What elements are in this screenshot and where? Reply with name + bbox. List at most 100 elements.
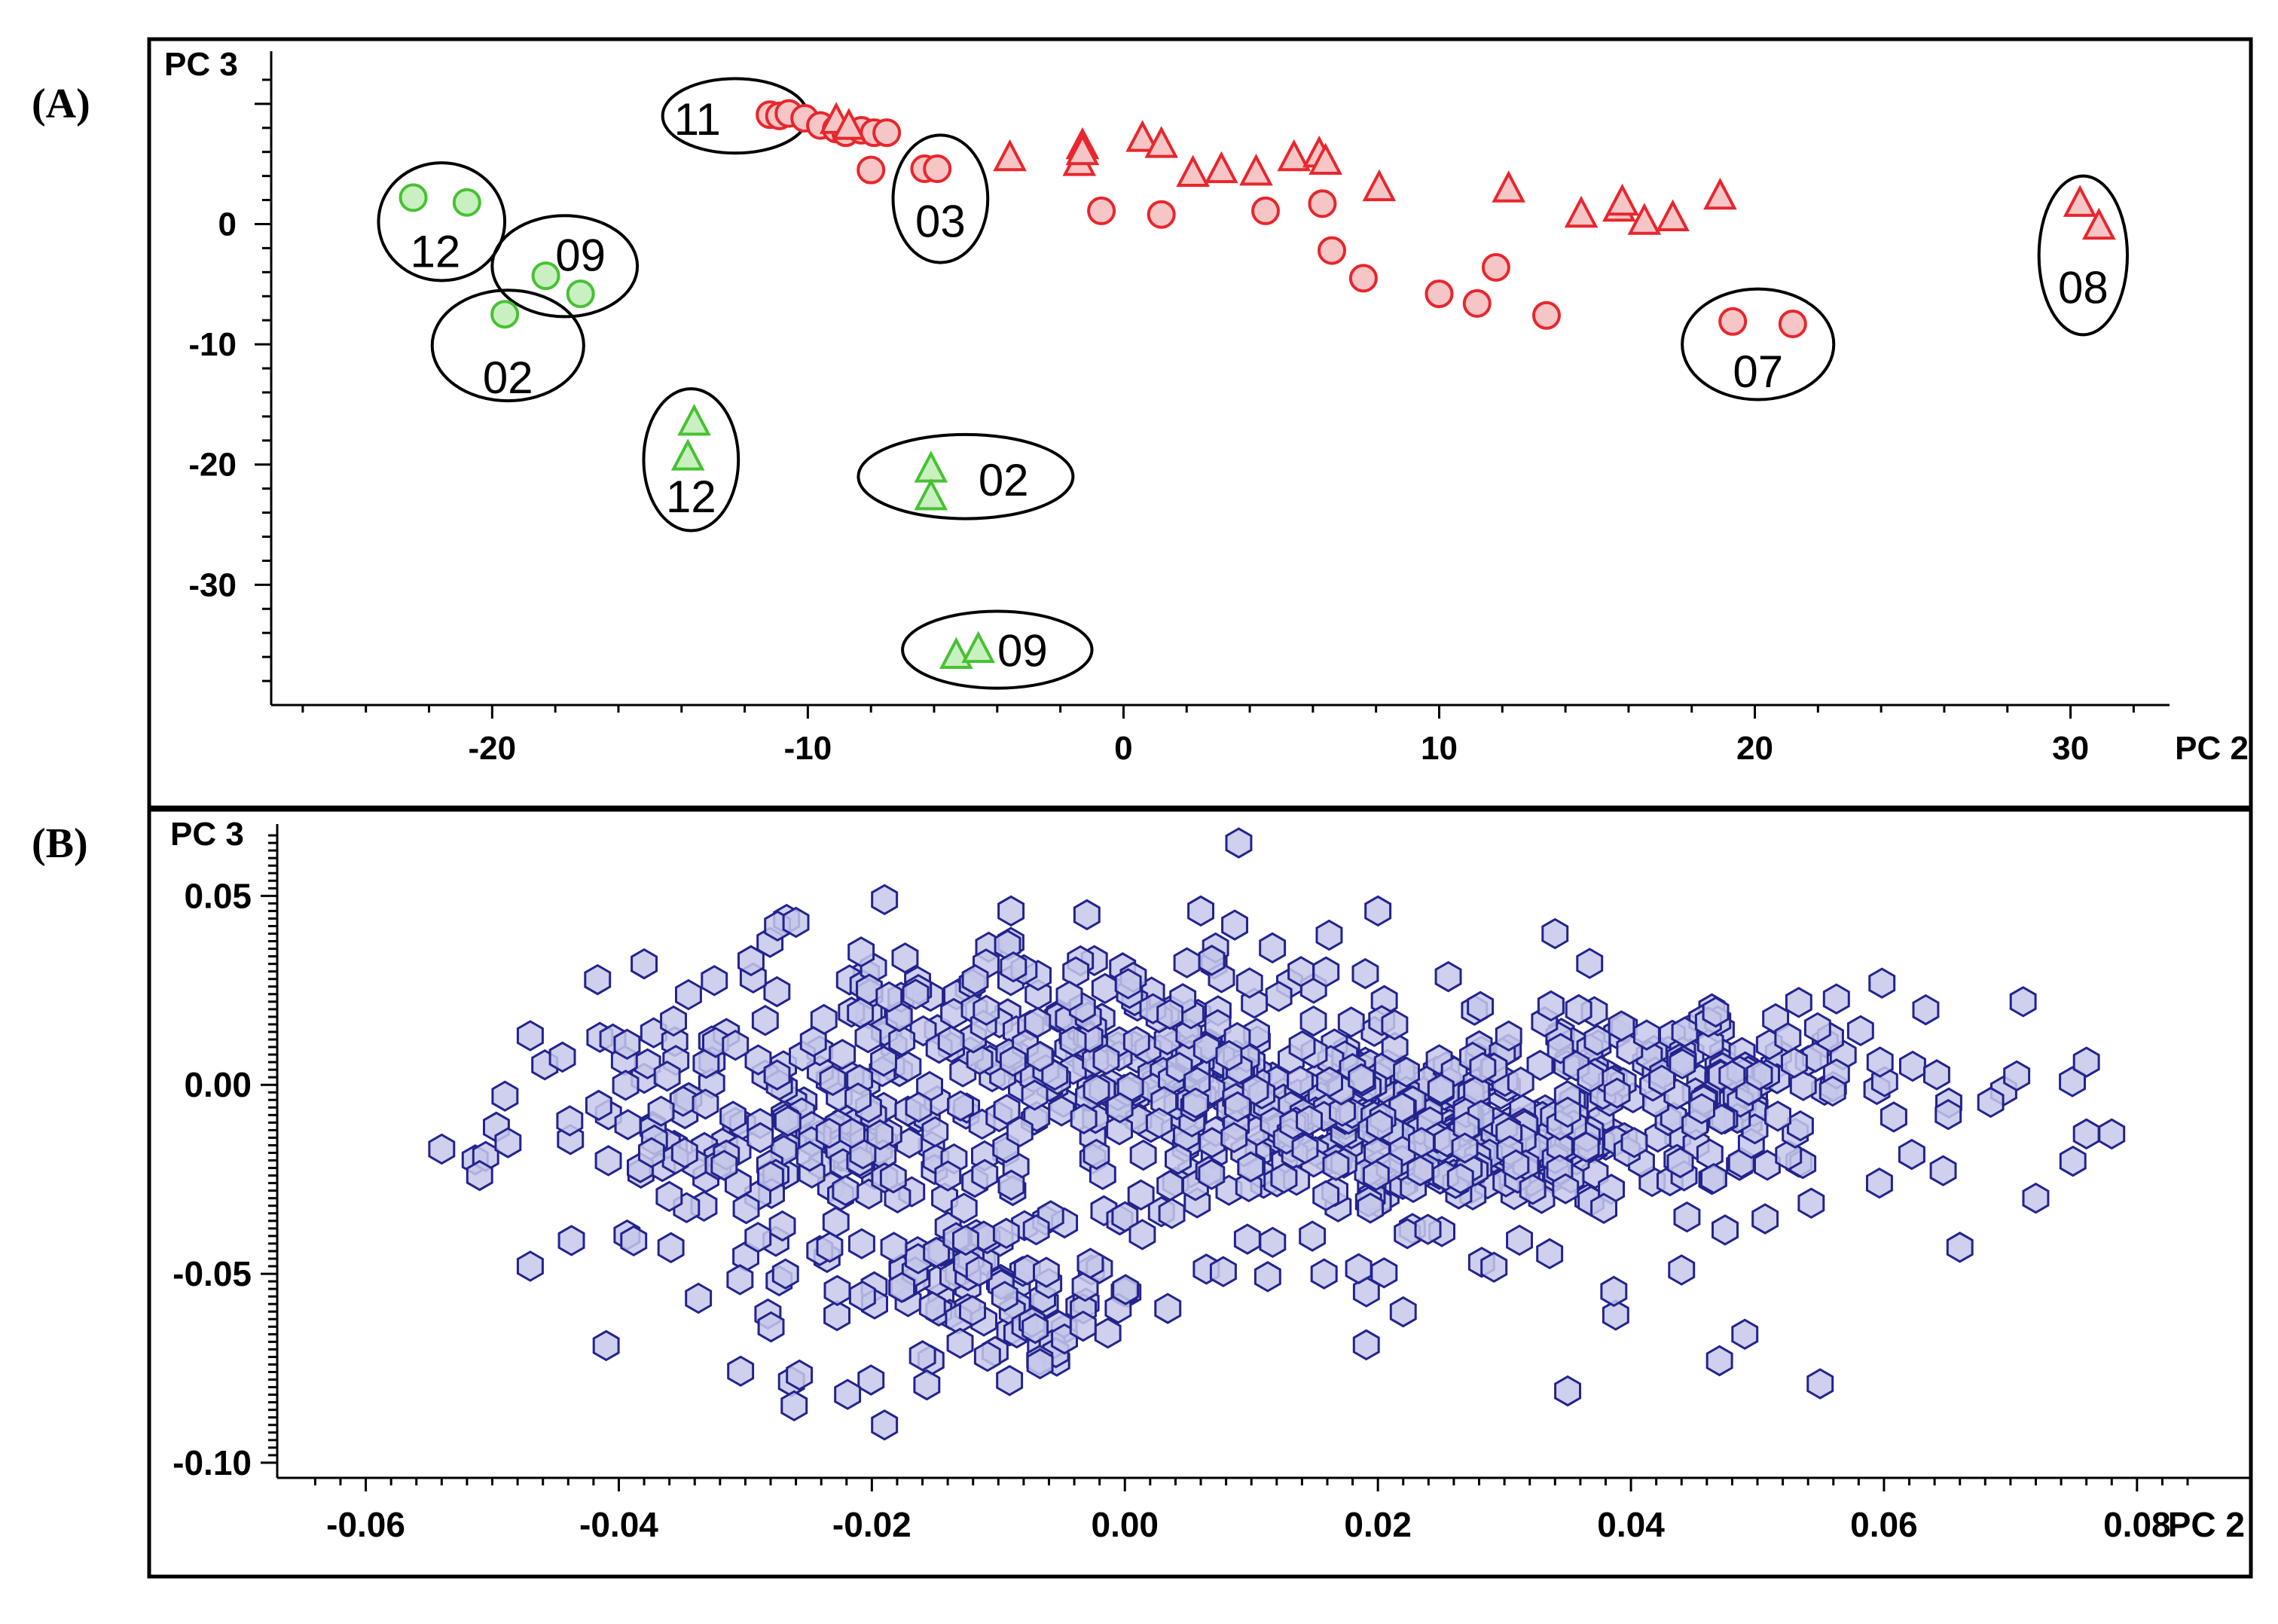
blue-hexagon-point [1764,1100,1791,1132]
blue-hexagon-point [768,1210,796,1242]
blue-hexagon-point [1554,1375,1581,1407]
blue-hexagon-point [829,1039,857,1070]
red-triangle-point [1492,170,1525,203]
cluster-label: 08 [2058,262,2109,313]
blue-hexagon-point [1316,1066,1343,1098]
blue-hexagon-point [670,1137,698,1169]
blue-hexagon-point [1288,1030,1316,1062]
blue-hexagon-point [1083,1073,1110,1106]
blue-hexagon-point [1083,1138,1110,1171]
blue-hexagon-point [747,1122,774,1154]
blue-hexagon-point [838,1117,866,1149]
blue-hexagon-point [2009,986,2037,1018]
blue-hexagon-point [1718,1060,1746,1091]
blue-hexagon-point [1669,1048,1696,1080]
blue-hexagon-point [937,1025,965,1057]
x-tick-label-a: 30 [2052,730,2089,767]
red-triangle-point [2063,185,2097,217]
blue-hexagon-point [905,1091,933,1123]
blue-hexagon-point [1502,1149,1530,1181]
blue-hexagon-point [1106,1114,1133,1146]
blue-hexagon-point [1296,1104,1323,1137]
blue-hexagon-point [1127,1179,1155,1211]
blue-hexagon-point [999,1046,1027,1077]
blue-hexagon-point [1021,1079,1049,1111]
blue-hexagon-point [1393,1056,1420,1088]
blue-hexagon-point [1156,1170,1184,1201]
blue-hexagon-point [1923,1059,1950,1091]
blue-hexagon-point [848,1280,876,1312]
blue-hexagon-point [727,1355,755,1387]
blue-hexagon-point [950,1192,978,1224]
blue-hexagon-point [1507,1066,1534,1098]
blue-hexagon-point [1977,1086,2005,1119]
red-triangle-point [1308,142,1342,175]
blue-hexagon-point [1173,947,1201,978]
blue-hexagon-point [1073,899,1101,931]
red-circle-point [857,155,886,185]
cluster-ellipse [490,214,640,319]
blue-hexagon-point [1572,1131,1600,1163]
blue-hexagon-point [823,1274,851,1307]
blue-hexagon-point [1033,1256,1060,1288]
x-tick-label-b: 0.02 [1344,1505,1412,1544]
blue-hexagon-point [834,1378,862,1410]
blue-hexagon-point [894,1051,922,1082]
red-circle-point [1251,196,1280,225]
blue-hexagon-point [1602,1299,1629,1331]
blue-hexagon-point [1048,1095,1076,1127]
blue-hexagon-point [782,906,810,939]
blue-hexagon-point [1270,1162,1298,1194]
cluster-ellipse [642,387,741,533]
blue-hexagon-point [1215,1039,1243,1072]
blue-hexagon-point [1787,1110,1814,1142]
blue-hexagon-point [918,1291,946,1323]
blue-hexagon-point [1165,1143,1192,1175]
blue-hexagon-point [816,1232,844,1263]
blue-hexagon-point [1156,998,1184,1030]
blue-hexagon-point [585,1089,612,1122]
blue-hexagon-point [1364,895,1392,927]
blue-hexagon-point [744,1222,772,1253]
red-circle-point [923,154,952,184]
y-tick-label-b: -0.10 [173,1443,252,1482]
blue-hexagon-point [1688,1093,1715,1125]
blue-hexagon-point [1310,1258,1338,1290]
blue-hexagon-point [692,1088,719,1120]
blue-hexagon-point [973,1340,1001,1372]
cluster-ellipse [430,288,585,403]
blue-hexagon-point [2072,1046,2100,1078]
blue-hexagon-point [1785,987,1812,1018]
blue-hexagon-point [1696,1138,1724,1170]
blue-hexagon-point [1106,1091,1134,1124]
blue-hexagon-point [751,1004,779,1036]
blue-hexagon-point [1026,1040,1054,1073]
blue-hexagon-point [548,1041,576,1073]
blue-hexagon-point [1259,932,1287,964]
blue-hexagon-point [1408,1126,1435,1158]
cluster-ellipse [901,609,1094,690]
blue-hexagon-point [1315,919,1343,951]
green-circle-point [531,261,560,291]
blue-hexagon-point [997,895,1025,927]
blue-hexagon-point [638,1137,665,1168]
blue-hexagon-point [653,1060,681,1092]
blue-hexagon-point [1237,1151,1265,1183]
blue-hexagon-point [1287,956,1315,988]
blue-hexagon-point [1583,1024,1611,1056]
red-triangle-point [1065,133,1100,166]
blue-hexagon-point [1114,968,1142,1000]
blue-hexagon-point [1868,967,1896,999]
blue-hexagon-point [847,936,875,968]
blue-hexagon-point [2098,1118,2126,1150]
blue-hexagon-point [1329,1095,1356,1128]
blue-hexagon-point [1536,1238,1564,1270]
cluster-ellipse [857,432,1075,520]
blue-hexagon-point [1192,1033,1220,1064]
blue-hexagon-point [1122,1025,1150,1058]
green-triangle-point [961,630,995,664]
green-triangle-point [677,403,711,436]
cluster-label: 11 [674,94,721,145]
blue-hexagon-point [1668,1254,1696,1286]
blue-hexagon-point [1608,1010,1635,1042]
